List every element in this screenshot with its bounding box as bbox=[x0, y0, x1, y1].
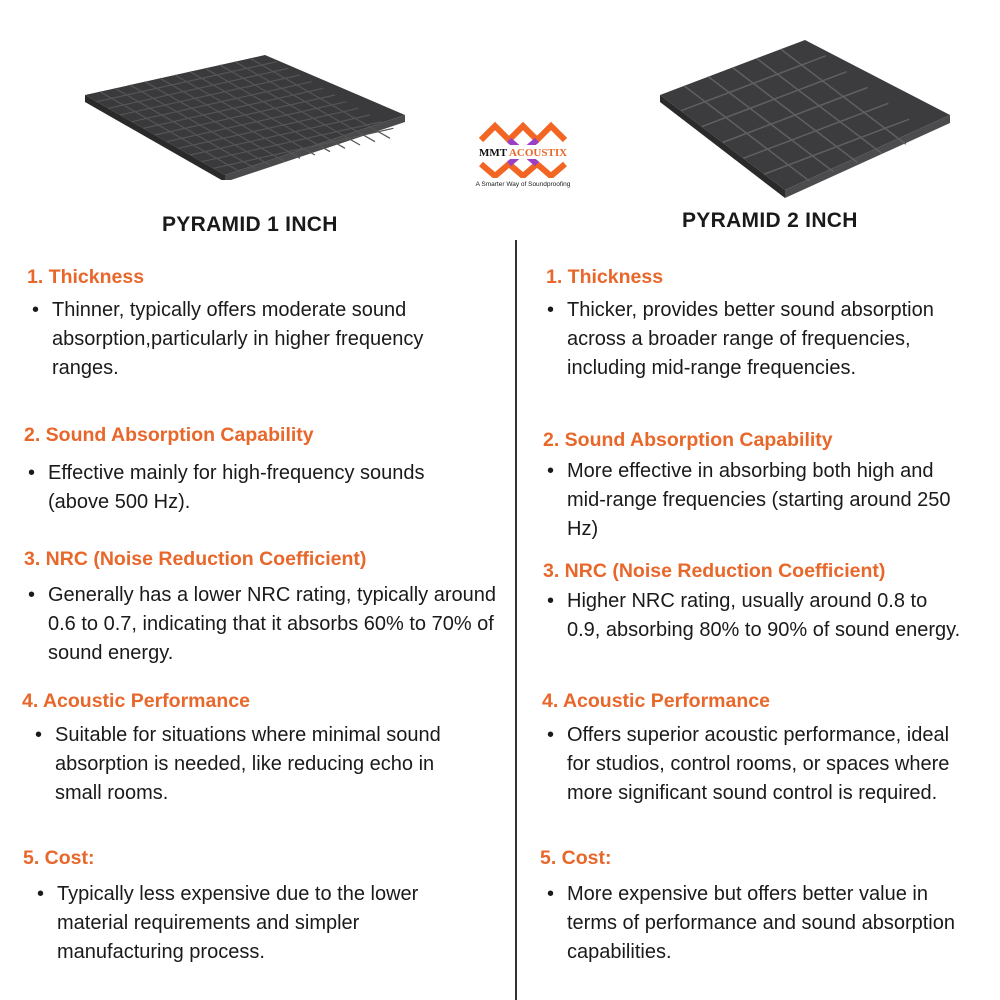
pyramid-1-inch-foam-image bbox=[85, 55, 405, 180]
left-section-heading: 1. Thickness bbox=[27, 266, 145, 288]
right-section-bullet: Higher NRC rating, usually around 0.8 to… bbox=[543, 587, 964, 645]
right-section-bullet: Thicker, provides better sound absorptio… bbox=[543, 296, 944, 383]
left-section-heading: 2. Sound Absorption Capability bbox=[24, 424, 314, 446]
right-section-heading: 1. Thickness bbox=[546, 266, 664, 288]
right-section-bullet: More expensive but offers better value i… bbox=[543, 880, 964, 967]
left-section-heading: 4. Acoustic Performance bbox=[22, 690, 250, 712]
brand-logo: MMT ACOUSTIX A Smarter Way of Soundproof… bbox=[468, 118, 578, 188]
right-section-bullet: Offers superior acoustic performance, id… bbox=[543, 721, 954, 808]
column-divider bbox=[515, 240, 517, 1000]
left-section-bullet: Suitable for situations where minimal so… bbox=[31, 721, 484, 808]
right-section-heading: 3. NRC (Noise Reduction Coefficient) bbox=[543, 560, 886, 582]
right-section-bullet: More effective in absorbing both high an… bbox=[543, 457, 954, 544]
left-section-bullet: Effective mainly for high-frequency soun… bbox=[24, 459, 464, 517]
left-section-heading: 3. NRC (Noise Reduction Coefficient) bbox=[24, 548, 367, 570]
logo-tagline: A Smarter Way of Soundproofing bbox=[475, 181, 571, 188]
left-section-heading: 5. Cost: bbox=[23, 847, 95, 869]
left-title: PYRAMID 1 INCH bbox=[162, 213, 338, 236]
right-section-heading: 5. Cost: bbox=[540, 847, 612, 869]
right-section-heading: 2. Sound Absorption Capability bbox=[543, 429, 833, 451]
right-section-heading: 4. Acoustic Performance bbox=[542, 690, 770, 712]
logo-mark-icon: MMT ACOUSTIX bbox=[477, 121, 569, 180]
svg-text:MMT ACOUSTIX: MMT ACOUSTIX bbox=[479, 147, 567, 159]
left-section-bullet: Generally has a lower NRC rating, typica… bbox=[24, 581, 504, 668]
pyramid-2-inch-foam-image bbox=[660, 40, 950, 198]
left-section-bullet: Typically less expensive due to the lowe… bbox=[33, 880, 444, 967]
left-section-bullet: Thinner, typically offers moderate sound… bbox=[28, 296, 494, 383]
right-title: PYRAMID 2 INCH bbox=[682, 209, 858, 232]
